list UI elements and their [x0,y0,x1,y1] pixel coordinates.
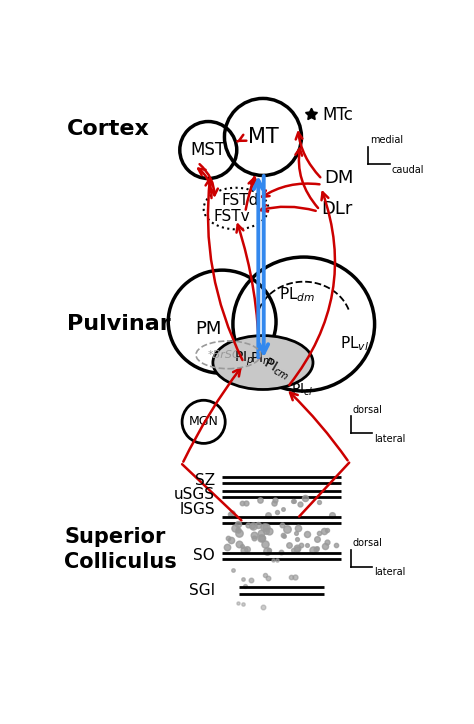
Text: SGI: SGI [189,583,215,598]
Text: PL$_{dm}$: PL$_{dm}$ [279,285,315,304]
Text: medial: medial [370,135,403,146]
Text: PI$_p$: PI$_p$ [234,350,254,368]
Text: Cortex: Cortex [66,119,149,139]
Text: DLr: DLr [321,200,353,217]
Text: *BrSC: *BrSC [208,350,241,360]
Text: MGN: MGN [189,416,219,429]
Text: MT: MT [247,127,278,147]
Text: FSTv: FSTv [214,209,250,224]
Text: uSGS: uSGS [174,487,215,502]
Text: caudal: caudal [392,164,424,174]
Text: PI$_{cm}$: PI$_{cm}$ [260,355,293,383]
Text: DM: DM [324,169,353,187]
Text: MTc: MTc [322,106,353,125]
Text: MST: MST [191,141,226,159]
Text: PM: PM [195,321,221,338]
Text: dorsal: dorsal [352,405,382,415]
Text: Superior
Colliculus: Superior Colliculus [64,527,177,572]
Text: SZ: SZ [195,473,215,488]
Text: lSGS: lSGS [180,502,215,517]
Text: SO: SO [193,548,215,563]
Text: PL$_{vl}$: PL$_{vl}$ [340,334,369,353]
Text: PI$_m$: PI$_m$ [250,350,273,367]
Text: PI$_{cl}$: PI$_{cl}$ [292,382,314,397]
Text: Pulvinar: Pulvinar [66,314,170,334]
Text: FSTd: FSTd [222,193,259,209]
Ellipse shape [213,336,313,390]
Text: lateral: lateral [374,568,405,577]
Text: dorsal: dorsal [352,538,382,548]
Text: lateral: lateral [374,434,405,444]
